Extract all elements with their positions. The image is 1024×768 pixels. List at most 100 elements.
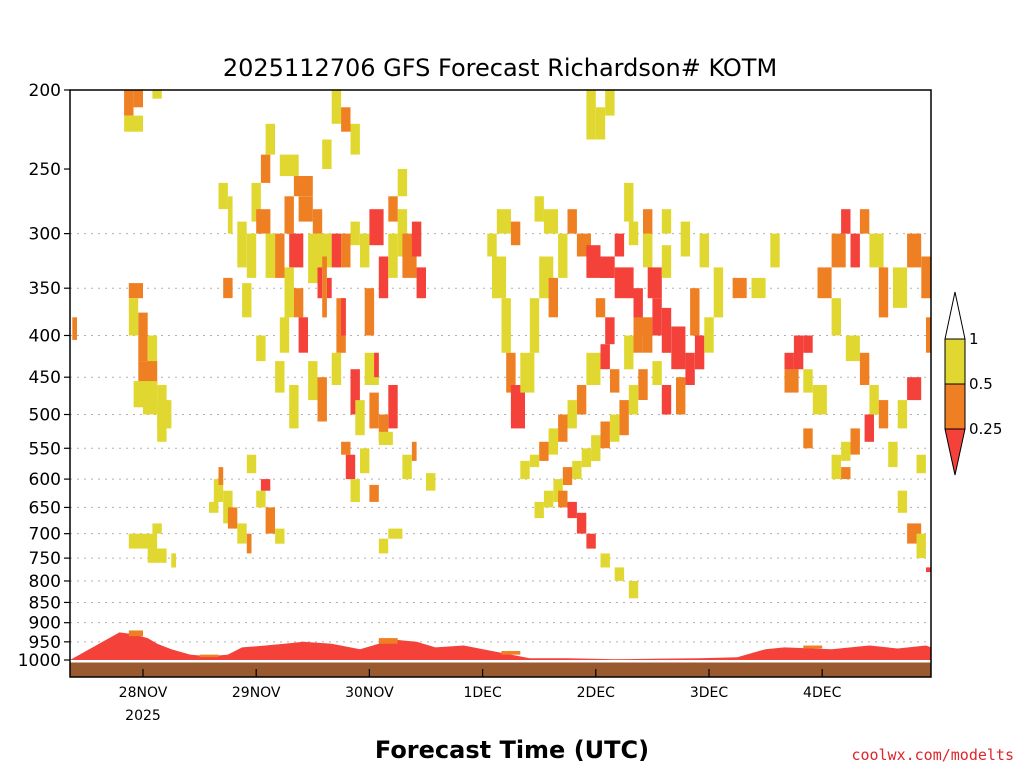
- heatmap-cell: [534, 196, 544, 222]
- heatmap-cell: [218, 182, 228, 210]
- heatmap-cell: [265, 233, 275, 278]
- colorbar-segment-yellow: [944, 338, 966, 385]
- heatmap-cell: [487, 233, 497, 257]
- heatmap-cell: [633, 288, 643, 336]
- heatmap-cell: [289, 233, 304, 268]
- heatmap-cell: [864, 414, 874, 442]
- heatmap-cell: [888, 441, 898, 468]
- heatmap-cell: [227, 196, 233, 234]
- heatmap-cell: [209, 501, 219, 513]
- heatmap-cell: [133, 90, 143, 108]
- heatmap-cell: [614, 267, 634, 299]
- heatmap-cell: [600, 553, 610, 568]
- heatmap-cell: [298, 317, 308, 353]
- heatmap-cell: [128, 298, 139, 336]
- heatmap-cell: [543, 209, 558, 234]
- heatmap-cell: [803, 645, 823, 649]
- heatmap-cell: [506, 352, 516, 393]
- heatmap-cell: [260, 154, 271, 183]
- heatmap-cell: [331, 90, 342, 124]
- heatmap-cell: [246, 533, 252, 554]
- heatmap-cell: [350, 123, 360, 155]
- heatmap-cell: [647, 267, 662, 299]
- heatmap-cell: [803, 369, 813, 393]
- heatmap-cell: [878, 400, 889, 429]
- heatmap-cell: [661, 209, 672, 234]
- heatmap-cell: [260, 479, 271, 491]
- heatmap-cell: [275, 361, 285, 393]
- heatmap-cell: [704, 317, 714, 353]
- heatmap-cell: [298, 196, 313, 222]
- heatmap-cell: [388, 233, 398, 278]
- y-axis: 200 250 300 350 400 450 500 550 600 650 700 750 8008…: [18, 81, 70, 671]
- heatmap-cell: [284, 196, 294, 234]
- heatmap-cell: [317, 377, 327, 422]
- heatmap-cell: [897, 400, 908, 429]
- x-tick-label-3DEC: 3DEC: [690, 685, 729, 701]
- heatmap-cell: [534, 501, 544, 519]
- heatmap-cell: [312, 209, 323, 234]
- heatmap-cell: [841, 441, 851, 461]
- heatmap-cell: [907, 233, 922, 268]
- heatmap-cell: [284, 267, 294, 318]
- heatmap-cell: [152, 90, 162, 99]
- heatmap-cell: [279, 154, 299, 177]
- heatmap-cell: [643, 233, 653, 268]
- heatmap-cell: [921, 256, 932, 299]
- heatmap-cell: [600, 256, 615, 278]
- heatmap-cell: [378, 538, 389, 554]
- heatmap-cell: [605, 317, 615, 345]
- heatmap-cell: [501, 651, 521, 655]
- heatmap-cell: [256, 490, 266, 508]
- heatmap-cell: [388, 385, 398, 429]
- heatmap-cell: [510, 385, 525, 429]
- heatmap-cell: [548, 277, 558, 318]
- heatmap-cell: [624, 182, 634, 222]
- y-tick-label-500: 500: [29, 406, 61, 426]
- y-tick-label-200: 200: [29, 81, 61, 101]
- x-tick-label-30NOV: 30NOV: [345, 685, 394, 701]
- heatmap-cell: [265, 507, 275, 534]
- heatmap-cell: [869, 233, 884, 268]
- heatmap-cell: [251, 182, 261, 222]
- heatmap-cell: [364, 288, 375, 336]
- heatmap-cell: [595, 298, 606, 318]
- heatmap-cell: [539, 441, 549, 461]
- ground-layer: [70, 662, 931, 677]
- heatmap-cell: [341, 441, 351, 455]
- y-tick-label-350: 350: [29, 279, 61, 299]
- heatmap-cell: [685, 352, 695, 385]
- x-tick-sublabel: 2025: [125, 708, 161, 724]
- heatmap-cell: [308, 233, 318, 284]
- heatmap-cell: [327, 277, 332, 299]
- heatmap-cell: [510, 221, 521, 246]
- heatmap-cell: [369, 392, 379, 429]
- heatmap-cell: [576, 512, 587, 534]
- heatmap-cell: [831, 454, 841, 480]
- heatmap-cell: [628, 385, 639, 415]
- heatmap-cell: [350, 221, 360, 246]
- colorbar-bottom-arrow: [944, 428, 966, 476]
- credit-text: coolwx.com/modelts: [851, 746, 1014, 764]
- heatmap-cell: [638, 369, 648, 400]
- heatmap-cell: [567, 501, 577, 519]
- y-tick-label-750: 750: [29, 549, 61, 569]
- heatmap-cell: [661, 385, 672, 415]
- heatmap-cell: [586, 533, 596, 549]
- plot-frame: [69, 89, 932, 678]
- heatmap-cell: [529, 298, 540, 353]
- heatmap-cell: [355, 400, 365, 436]
- heatmap-cell: [520, 460, 530, 480]
- y-tick-label-250: 250: [29, 160, 61, 180]
- heatmap-cell: [501, 298, 511, 353]
- heatmap-cell: [713, 267, 724, 318]
- surface-line: [70, 660, 931, 663]
- heatmap-cell: [793, 335, 804, 370]
- heatmap-cell: [548, 428, 558, 455]
- heatmap-cell: [138, 361, 158, 385]
- heatmap-cell: [850, 233, 860, 268]
- heatmap-cell: [378, 256, 389, 299]
- heatmap-cell: [586, 352, 601, 385]
- heatmap-cell: [841, 467, 851, 480]
- heatmap-cell: [402, 454, 412, 480]
